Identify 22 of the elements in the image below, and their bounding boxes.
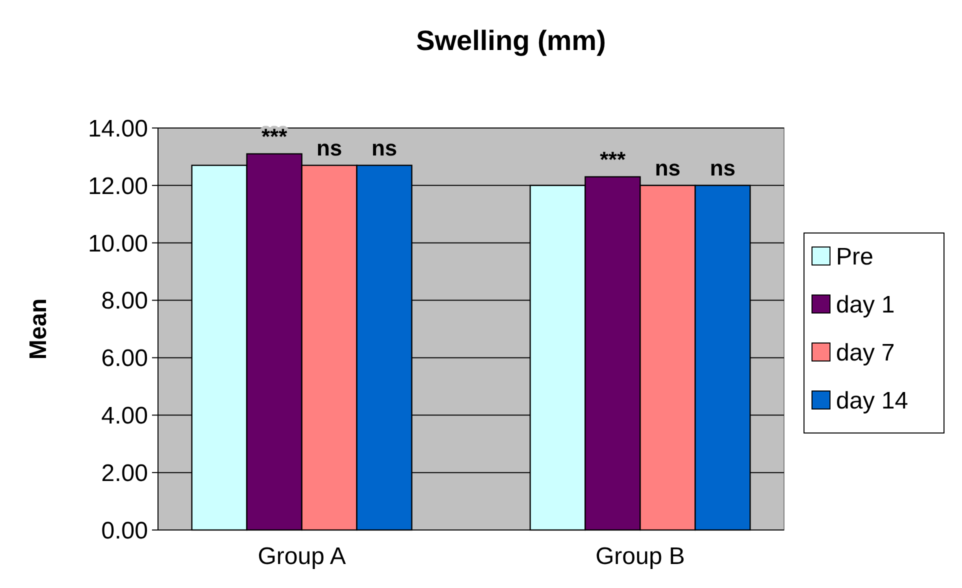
annotation: ns [654, 155, 681, 180]
legend-label: Pre [836, 243, 874, 270]
y-tick-label: 6.00 [101, 345, 148, 372]
annotation: *** [600, 146, 626, 172]
annotation: *** [261, 124, 288, 149]
x-tick-label: Group A [258, 543, 346, 570]
annotation: ns [710, 155, 736, 180]
y-tick-label: 2.00 [101, 460, 148, 487]
y-tick-label: 14.00 [88, 115, 148, 142]
legend-label: day 14 [836, 387, 908, 414]
annotation: ns [316, 135, 342, 160]
y-tick-label: 12.00 [88, 172, 148, 200]
legend-label: day 1 [836, 291, 895, 318]
y-axis-title: Mean [25, 298, 52, 360]
legend-label: day 7 [836, 339, 895, 366]
y-tick-label: 8.00 [101, 288, 148, 315]
annotation: ns [371, 135, 398, 160]
y-tick-label: 10.00 [88, 230, 148, 258]
y-tick-label: 0.00 [101, 517, 148, 544]
x-tick-label: Group B [595, 543, 685, 570]
chart-title: Swelling (mm) [416, 25, 606, 56]
y-tick-label: 4.00 [101, 402, 148, 430]
